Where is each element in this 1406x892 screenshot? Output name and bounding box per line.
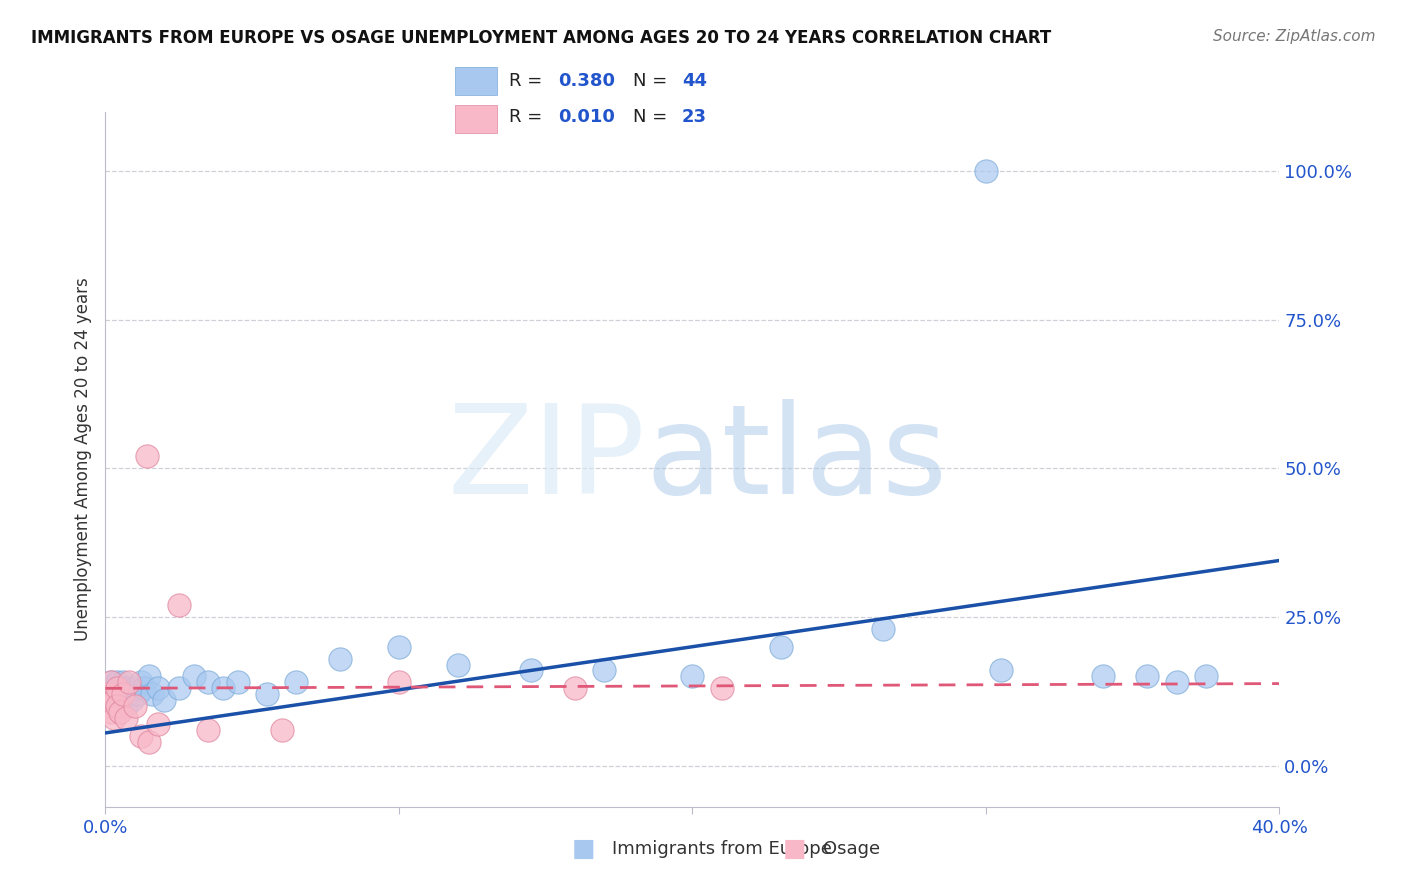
Point: [100, 687, 122, 701]
Point: [682, 669, 704, 683]
Point: [447, 657, 470, 672]
Text: N =: N =: [633, 108, 673, 127]
Text: R =: R =: [509, 108, 548, 127]
Point: [990, 664, 1012, 678]
Point: [124, 681, 146, 696]
Point: [153, 693, 176, 707]
Point: [108, 693, 131, 707]
Point: [105, 681, 128, 696]
Point: [974, 164, 997, 178]
Text: 23: 23: [682, 108, 707, 127]
Point: [167, 598, 190, 612]
Point: [132, 681, 155, 696]
Point: [97, 699, 120, 714]
Point: [103, 693, 125, 707]
Point: [593, 664, 616, 678]
Point: [105, 687, 128, 701]
Point: [105, 699, 128, 714]
Point: [256, 687, 278, 701]
Point: [211, 681, 233, 696]
Point: [388, 675, 411, 690]
Point: [105, 675, 128, 690]
Point: [1166, 675, 1188, 690]
Text: N =: N =: [633, 72, 673, 90]
Point: [115, 711, 138, 725]
Point: [124, 699, 146, 714]
Point: [138, 669, 160, 683]
Point: [112, 687, 135, 701]
Point: [118, 687, 141, 701]
Text: 0.010: 0.010: [558, 108, 614, 127]
Point: [103, 693, 125, 707]
FancyBboxPatch shape: [456, 67, 498, 95]
Text: Osage: Osage: [823, 840, 880, 858]
Text: ■: ■: [572, 838, 595, 861]
Point: [872, 622, 894, 636]
Point: [285, 675, 308, 690]
Text: ZIP: ZIP: [447, 399, 645, 520]
Point: [129, 729, 152, 743]
Point: [112, 687, 135, 701]
Text: atlas: atlas: [645, 399, 948, 520]
Point: [520, 664, 543, 678]
Text: R =: R =: [509, 72, 548, 90]
Point: [108, 705, 131, 719]
Point: [197, 675, 219, 690]
Point: [129, 675, 152, 690]
Point: [270, 723, 292, 737]
Point: [769, 640, 792, 654]
Point: [197, 723, 219, 737]
Point: [135, 450, 157, 464]
Point: [141, 687, 163, 701]
Point: [1136, 669, 1159, 683]
Point: [329, 651, 352, 665]
Text: ■: ■: [783, 838, 806, 861]
Point: [167, 681, 190, 696]
Point: [100, 675, 122, 690]
Text: Source: ZipAtlas.com: Source: ZipAtlas.com: [1212, 29, 1375, 44]
Point: [121, 693, 143, 707]
Point: [226, 675, 249, 690]
Point: [148, 717, 170, 731]
Point: [138, 735, 160, 749]
Point: [564, 681, 586, 696]
Point: [127, 687, 149, 701]
Point: [103, 681, 125, 696]
Text: Immigrants from Europe: Immigrants from Europe: [612, 840, 831, 858]
Text: 44: 44: [682, 72, 707, 90]
Point: [115, 681, 138, 696]
Point: [100, 705, 122, 719]
Point: [112, 675, 135, 690]
Text: 0.380: 0.380: [558, 72, 614, 90]
Point: [97, 681, 120, 696]
Point: [115, 699, 138, 714]
Point: [103, 711, 125, 725]
Point: [97, 687, 120, 701]
Point: [148, 681, 170, 696]
FancyBboxPatch shape: [456, 104, 498, 133]
Point: [710, 681, 733, 696]
Point: [183, 669, 205, 683]
Point: [388, 640, 411, 654]
Point: [100, 675, 122, 690]
Point: [108, 681, 131, 696]
Y-axis label: Unemployment Among Ages 20 to 24 years: Unemployment Among Ages 20 to 24 years: [73, 277, 91, 641]
Point: [118, 675, 141, 690]
Point: [1195, 669, 1218, 683]
Point: [1092, 669, 1115, 683]
Text: IMMIGRANTS FROM EUROPE VS OSAGE UNEMPLOYMENT AMONG AGES 20 TO 24 YEARS CORRELATI: IMMIGRANTS FROM EUROPE VS OSAGE UNEMPLOY…: [31, 29, 1052, 46]
